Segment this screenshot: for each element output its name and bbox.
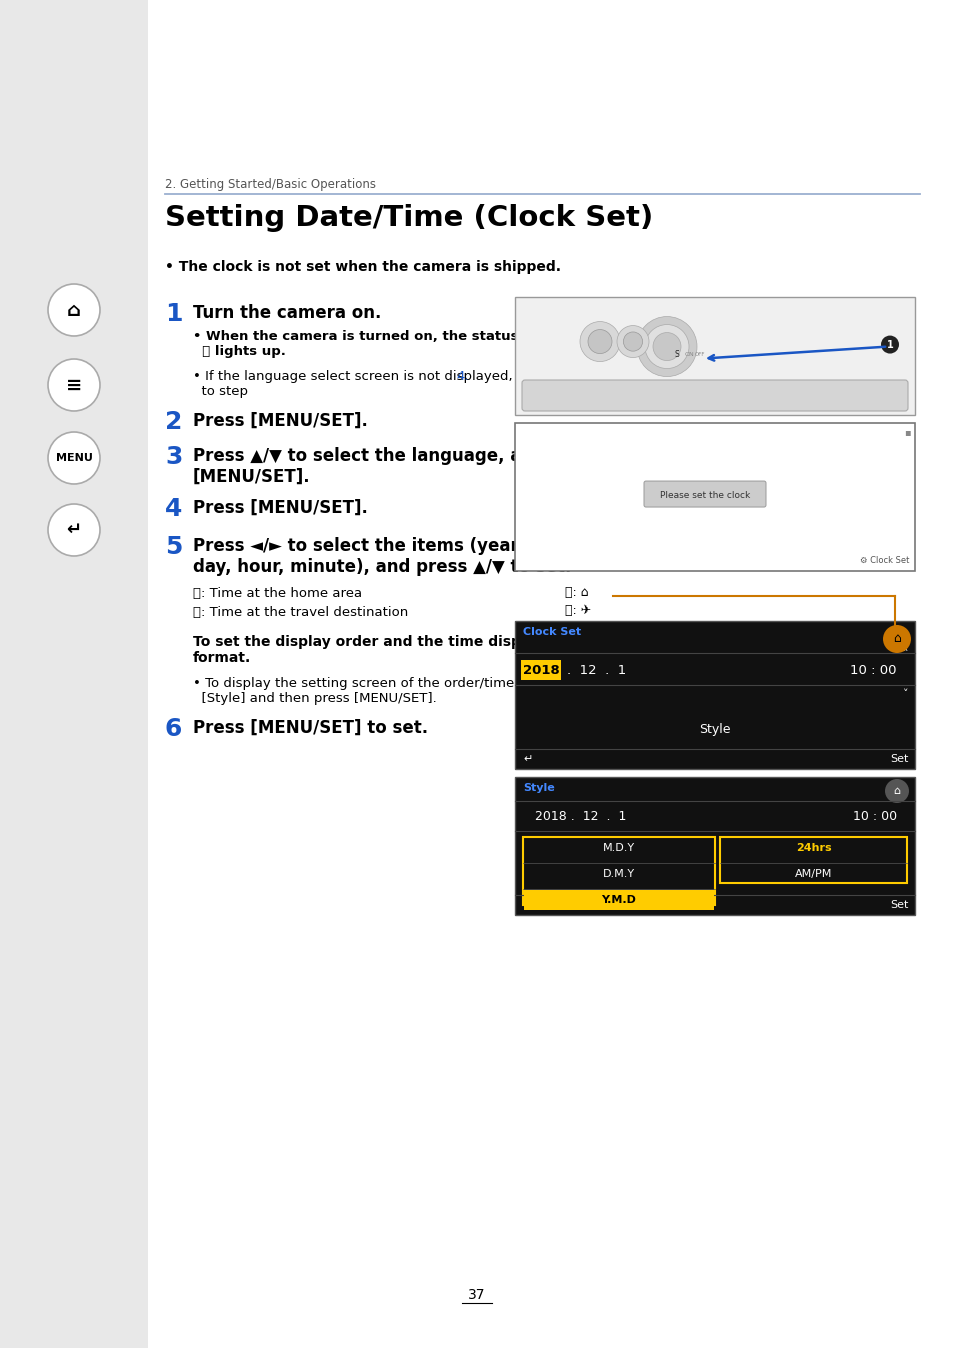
- Text: 4.: 4.: [456, 369, 468, 383]
- Text: M.D.Y: M.D.Y: [602, 842, 635, 853]
- Text: • To display the setting screen of the order/time, select
  [Style] and then pre: • To display the setting screen of the o…: [193, 677, 561, 705]
- Text: • The clock is not set when the camera is shipped.: • The clock is not set when the camera i…: [165, 260, 560, 274]
- Text: Please set the clock: Please set the clock: [659, 491, 749, 500]
- Text: ⌂: ⌂: [893, 786, 900, 797]
- Circle shape: [48, 504, 100, 555]
- Text: 2018: 2018: [522, 665, 558, 678]
- Text: 5: 5: [165, 535, 182, 559]
- Text: Press ▲/▼ to select the language, and press
[MENU/SET].: Press ▲/▼ to select the language, and pr…: [193, 448, 601, 485]
- Text: Ⓑ: Time at the travel destination: Ⓑ: Time at the travel destination: [193, 607, 408, 619]
- Text: ↵: ↵: [522, 754, 532, 764]
- Text: Style: Style: [522, 783, 554, 793]
- Text: Set: Set: [890, 900, 908, 910]
- Circle shape: [637, 317, 697, 376]
- Text: • When the camera is turned on, the status indicator
  ⓾ lights up.: • When the camera is turned on, the stat…: [193, 330, 590, 359]
- Text: .  12  .  1: . 12 . 1: [566, 665, 625, 678]
- Text: ˄: ˄: [902, 648, 908, 659]
- Circle shape: [884, 779, 908, 803]
- Bar: [0, 0, 148, 1348]
- Text: 2: 2: [165, 410, 182, 434]
- Bar: [515, 297, 914, 415]
- Text: ˅: ˅: [902, 689, 908, 700]
- Text: Press [MENU/SET] to set.: Press [MENU/SET] to set.: [193, 718, 428, 737]
- Text: ⌂: ⌂: [67, 301, 81, 319]
- Circle shape: [617, 326, 648, 357]
- Bar: [523, 890, 713, 910]
- Text: Ⓑ: ✈: Ⓑ: ✈: [564, 604, 591, 617]
- Circle shape: [644, 325, 688, 368]
- Text: D.M.Y: D.M.Y: [602, 869, 635, 879]
- Text: 2018 .  12  .  1: 2018 . 12 . 1: [535, 810, 626, 824]
- Text: Press [MENU/SET].: Press [MENU/SET].: [193, 499, 368, 518]
- Text: Turn the camera on.: Turn the camera on.: [193, 305, 381, 322]
- Circle shape: [882, 625, 910, 652]
- Text: ⚙ Clock Set: ⚙ Clock Set: [859, 555, 908, 565]
- Bar: [515, 423, 914, 572]
- FancyBboxPatch shape: [521, 380, 907, 411]
- Text: Style: Style: [699, 723, 730, 736]
- Circle shape: [880, 336, 898, 353]
- Text: 1: 1: [885, 340, 892, 349]
- Text: Set: Set: [890, 754, 908, 764]
- Text: ↵: ↵: [67, 520, 81, 539]
- Text: MENU: MENU: [55, 453, 92, 462]
- Text: Y.M.D: Y.M.D: [601, 895, 636, 905]
- Bar: [515, 776, 914, 915]
- Text: 24hrs: 24hrs: [795, 842, 830, 853]
- Circle shape: [48, 431, 100, 484]
- Text: ▪: ▪: [903, 427, 910, 437]
- Text: 4: 4: [165, 497, 182, 520]
- Text: Setting Date/Time (Clock Set): Setting Date/Time (Clock Set): [165, 204, 653, 232]
- Circle shape: [652, 333, 680, 360]
- Circle shape: [48, 359, 100, 411]
- Text: Ⓐ: Time at the home area: Ⓐ: Time at the home area: [193, 586, 362, 600]
- Bar: [520, 661, 560, 679]
- Text: OFF: OFF: [695, 352, 705, 357]
- Text: • If the language select screen is not displayed, proceed
  to step: • If the language select screen is not d…: [193, 369, 571, 398]
- Text: S: S: [675, 350, 679, 359]
- Text: To set the display order and the time display
format.: To set the display order and the time di…: [193, 635, 543, 665]
- Text: Press ◄/► to select the items (year, month,
day, hour, minute), and press ▲/▼ to: Press ◄/► to select the items (year, mon…: [193, 537, 595, 576]
- Text: ON: ON: [684, 352, 694, 357]
- Circle shape: [579, 322, 619, 361]
- Text: ⌂: ⌂: [892, 632, 900, 646]
- Text: Press [MENU/SET].: Press [MENU/SET].: [193, 412, 368, 430]
- Text: 1: 1: [165, 302, 182, 326]
- FancyBboxPatch shape: [643, 481, 765, 507]
- Circle shape: [587, 329, 612, 353]
- Text: ≡: ≡: [66, 376, 82, 395]
- Text: AM/PM: AM/PM: [794, 869, 831, 879]
- Circle shape: [622, 332, 642, 352]
- Text: ↵: ↵: [522, 900, 532, 910]
- Text: 37: 37: [468, 1287, 485, 1302]
- Text: 10 : 00: 10 : 00: [852, 810, 896, 824]
- Text: 6: 6: [165, 717, 182, 741]
- Circle shape: [48, 284, 100, 336]
- Bar: [515, 621, 914, 768]
- Text: 10 : 00: 10 : 00: [850, 665, 896, 678]
- Text: Clock Set: Clock Set: [522, 627, 580, 638]
- Text: 3: 3: [165, 445, 182, 469]
- Text: Ⓐ: ⌂: Ⓐ: ⌂: [564, 586, 588, 599]
- Text: 2. Getting Started/Basic Operations: 2. Getting Started/Basic Operations: [165, 178, 375, 191]
